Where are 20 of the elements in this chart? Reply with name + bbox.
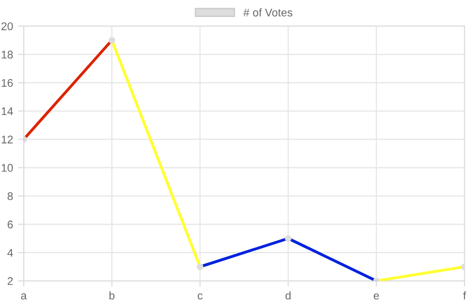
point [108, 36, 116, 44]
y-tick-label: 6 [8, 220, 13, 228]
x-tick-label: e [374, 293, 379, 300]
y-tick-label: 20 [1, 22, 13, 30]
point [284, 235, 292, 242]
y-tick-label: 2 [8, 277, 13, 285]
x-tick-label: c [198, 293, 203, 300]
x-tick-label: a [21, 293, 27, 300]
x-tick-label: d [286, 291, 291, 300]
y-tick-label: 4 [7, 248, 13, 257]
y-tick-label: 10 [2, 164, 13, 172]
y-tick-label: 8 [8, 192, 13, 200]
x-tick-label: f [463, 291, 466, 300]
legend-label: # of Votes [243, 8, 292, 16]
y-tick-label: 14 [2, 107, 13, 116]
x-tick-label: b [109, 291, 114, 300]
point [196, 263, 204, 270]
y-tick-label: 18 [2, 50, 13, 59]
y-tick-label: 16 [2, 78, 13, 87]
y-tick-label: 12 [2, 136, 13, 144]
